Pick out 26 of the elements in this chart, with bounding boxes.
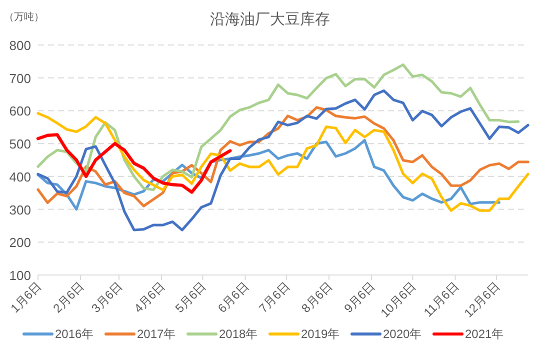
legend-label: 2021年 (465, 327, 504, 341)
x-tick-label: 3月6日 (88, 279, 126, 316)
y-tick-label: 800 (9, 38, 31, 53)
x-tick-label: 5月6日 (172, 279, 209, 316)
legend-label: 2018年 (219, 327, 258, 341)
x-tick-label: 8月6日 (298, 279, 336, 316)
legend-label: 2020年 (383, 327, 422, 341)
y-tick-label: 700 (9, 70, 31, 86)
y-tick-label: 500 (9, 136, 31, 152)
x-tick-label: 10月6日 (378, 279, 419, 320)
chart-title: 沿海油厂大豆库存 (210, 11, 330, 28)
y-tick-label: 300 (9, 202, 31, 218)
legend-label: 2017年 (137, 327, 176, 341)
x-tick-label: 12月6日 (462, 279, 503, 320)
x-tick-label: 2月6日 (50, 279, 87, 316)
y-tick-label: 600 (9, 104, 31, 119)
legend-label: 2016年 (55, 327, 94, 341)
legend-label: 2019年 (301, 327, 340, 341)
x-tick-label: 4月6日 (131, 279, 168, 316)
y-tick-label: 200 (9, 235, 31, 250)
x-tick-label: 6月6日 (215, 279, 252, 316)
y-tick-label: 400 (9, 169, 31, 184)
x-tick-label: 11月6日 (420, 279, 462, 320)
x-tick-label: 7月6日 (256, 279, 293, 316)
x-tick-label: 9月6日 (341, 279, 378, 316)
y-axis-title: （万吨） (4, 11, 44, 23)
